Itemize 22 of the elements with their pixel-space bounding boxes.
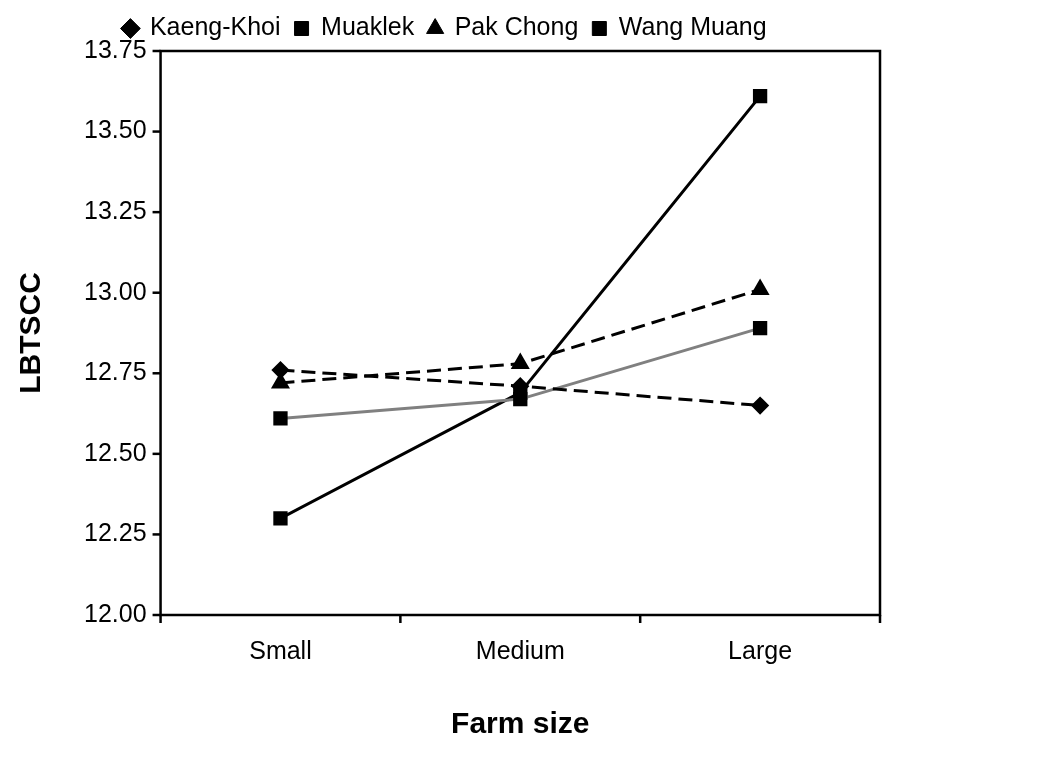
x-tick-label: Medium <box>475 635 565 664</box>
point <box>751 397 769 415</box>
point <box>273 511 288 526</box>
x-axis-title: Farm size <box>451 706 590 740</box>
y-tick-label: 13.75 <box>84 34 147 63</box>
point <box>271 361 289 379</box>
legend-label: Kaeng-Khoi <box>149 12 281 41</box>
y-tick-label: 12.25 <box>84 518 147 547</box>
y-tick-label: 12.00 <box>84 598 147 627</box>
y-tick-label: 12.50 <box>84 437 147 466</box>
x-tick-label: Small <box>249 635 312 664</box>
x-tick-label: Large <box>728 635 793 664</box>
legend-label: Wang Muang <box>618 12 767 41</box>
y-tick-label: 13.00 <box>84 276 147 305</box>
y-tick-label: 12.75 <box>84 357 147 386</box>
y-tick-label: 13.25 <box>84 196 147 225</box>
y-axis-title: LBTSCC <box>13 272 47 394</box>
y-tick-label: 13.50 <box>84 115 147 144</box>
point <box>752 88 768 104</box>
point <box>511 354 529 370</box>
legend-label: Pak Chong <box>454 12 579 41</box>
legend-label: Muaklek <box>321 12 415 41</box>
